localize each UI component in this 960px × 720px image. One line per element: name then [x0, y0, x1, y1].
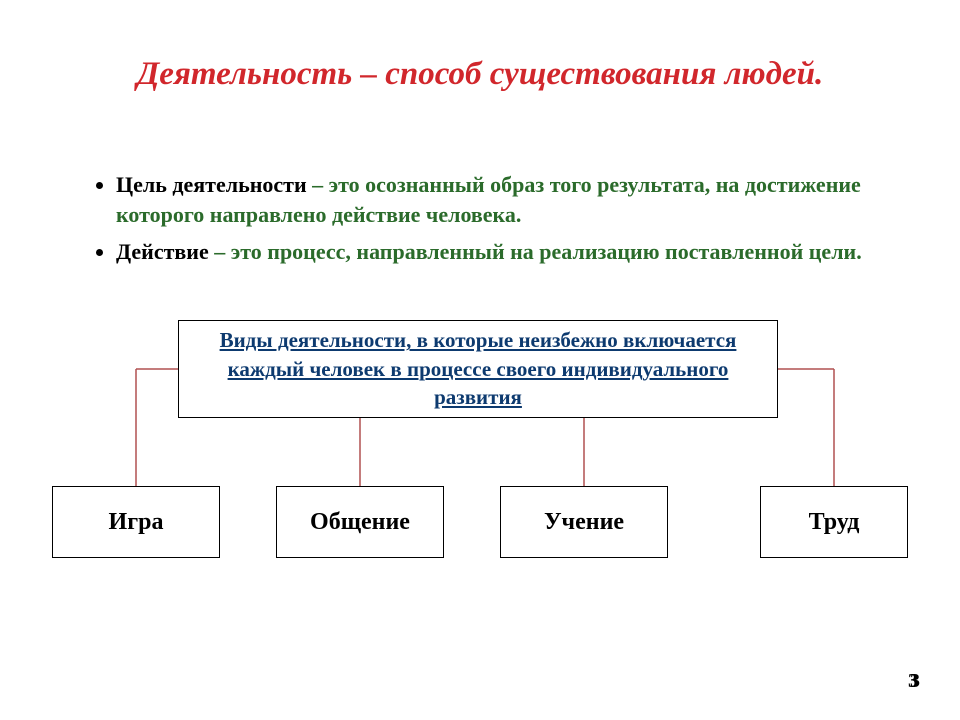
diagram-leaf: Общение — [276, 486, 444, 558]
slide-title-text: Деятельность – способ существования люде… — [137, 56, 824, 92]
diagram-leaf: Труд — [760, 486, 908, 558]
page-number-text: 3 — [908, 670, 918, 693]
bullet-bold: Цель деятельности — [116, 172, 307, 197]
bullet-list: Цель деятельности – это осознанный образ… — [92, 170, 882, 275]
diagram-top-box: Виды деятельности, в которые неизбежно в… — [178, 320, 778, 418]
diagram-leaf-label: Учение — [544, 509, 624, 536]
diagram-leaf-label: Игра — [109, 509, 164, 536]
bullet-bold: Действие — [116, 239, 209, 264]
diagram-top-box-text: Виды деятельности, в которые неизбежно в… — [189, 326, 767, 411]
diagram-leaf: Игра — [52, 486, 220, 558]
diagram-leaf-label: Труд — [809, 509, 860, 536]
slide: Деятельность – способ существования люде… — [0, 0, 960, 720]
diagram-leaf-label: Общение — [310, 509, 410, 536]
bullet-ul: Цель деятельности – это осознанный образ… — [92, 170, 882, 267]
bullet-item: Действие – это процесс, направленный на … — [116, 237, 882, 267]
bullet-item: Цель деятельности – это осознанный образ… — [116, 170, 882, 229]
slide-title: Деятельность – способ существования люде… — [0, 56, 960, 93]
diagram-leaf: Учение — [500, 486, 668, 558]
bullet-rest: – это процесс, направленный на реализаци… — [209, 239, 862, 264]
